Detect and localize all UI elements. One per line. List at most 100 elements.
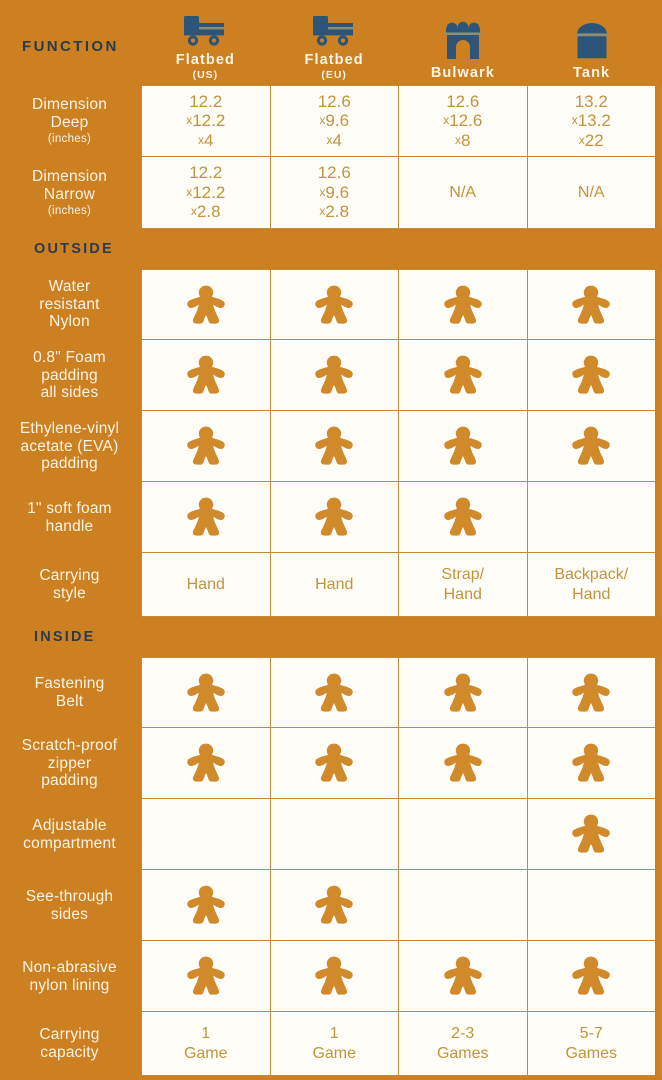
- section-header-inside: INSIDE: [0, 617, 662, 657]
- cell-value-line: Game: [183, 1044, 228, 1062]
- cell-value-line: Hand: [315, 575, 354, 593]
- row-label: Carrying capacity: [0, 1012, 141, 1076]
- table-cell: [270, 799, 399, 870]
- table-cell: 12.6 x9.6 x2.8: [270, 157, 399, 229]
- row-cells: [141, 799, 662, 870]
- meeple-icon: [186, 425, 226, 467]
- cell-dimensions: 12.6 x9.6 x2.8: [318, 163, 351, 221]
- meeple-icon: [187, 355, 225, 394]
- row-label-line: padding: [41, 366, 98, 384]
- table-cell: [142, 941, 271, 1012]
- meeple-icon: [314, 955, 354, 997]
- row-label: Ethylene-vinyl acetate (EVA) padding: [0, 411, 141, 482]
- cell-value: 1 Game: [184, 1024, 228, 1062]
- meeple-icon: [314, 884, 354, 926]
- meeple-icon: [187, 743, 225, 782]
- cell-value: 1 Game: [312, 1024, 356, 1062]
- meeple-icon: [571, 425, 611, 467]
- row-cells: [141, 340, 662, 411]
- table-row: Dimension Narrow (inches) 12.2 x12.2 x2.8 12.6…: [0, 157, 662, 229]
- meeple-icon: [571, 742, 611, 784]
- table-row: Carrying capacity 1 Game 1 Game 2-3 Games 5-7 Gam…: [0, 1012, 662, 1076]
- table-cell: [527, 728, 655, 799]
- table-cell: Hand: [270, 553, 399, 617]
- meeple-icon: [444, 426, 482, 465]
- cell-value: Strap/Hand: [441, 565, 484, 603]
- row-label-line: Carrying: [39, 1026, 100, 1044]
- meeple-icon: [315, 355, 353, 394]
- column-name: Tank: [573, 65, 611, 81]
- meeple-icon: [314, 496, 354, 538]
- row-label-unit: (inches): [47, 204, 92, 217]
- row-label: Water resistant Nylon: [0, 269, 141, 340]
- meeple-icon: [315, 885, 353, 924]
- meeple-icon: [186, 496, 226, 538]
- fortress-bulwark-icon: [442, 19, 484, 61]
- dimension-length: 12.6: [317, 163, 351, 183]
- cell-value: 5-7 Games: [565, 1024, 617, 1062]
- dimension-width: x13.2: [571, 111, 611, 131]
- cell-dimensions: 12.6 x12.6 x8: [443, 92, 482, 150]
- row-label-line: Scratch-proof: [21, 736, 118, 754]
- tank-duffel-icon: [572, 19, 612, 61]
- table-row: Carrying style Hand Hand Strap/Hand Backpack/…: [0, 553, 662, 617]
- meeple-icon: [571, 813, 611, 855]
- table-cell: [399, 269, 528, 340]
- row-label: Adjustable compartment: [0, 799, 141, 870]
- table-cell: [142, 728, 271, 799]
- table-cell: 12.2 x12.2 x2.8: [142, 157, 271, 229]
- section-header-outside: OUTSIDE: [0, 229, 662, 269]
- table-cell: N/A: [527, 157, 655, 229]
- row-label-line: Deep: [50, 113, 89, 131]
- table-cell: [399, 482, 528, 553]
- flatbed-truck-icon: [184, 16, 225, 46]
- table-cell: 12.2 x12.2 x4: [142, 85, 271, 157]
- cell-value-line: Games: [436, 1044, 489, 1062]
- meeple-icon: [444, 956, 482, 995]
- row-label-line: padding: [41, 455, 98, 473]
- row-label: 0.8" Foam padding all sides: [0, 340, 141, 411]
- cell-value-line: Hand: [443, 585, 482, 603]
- row-label: Scratch-proof zipper padding: [0, 728, 141, 799]
- row-label-line: Narrow: [43, 185, 96, 203]
- row-label-line: Ethylene-vinyl: [19, 419, 120, 437]
- meeple-icon: [186, 672, 226, 714]
- header-column-1: Flatbed (US): [141, 6, 270, 85]
- flatbed-truck-icon: [313, 16, 354, 46]
- meeple-icon: [187, 956, 225, 995]
- flatbed-truck-icon: [182, 6, 228, 48]
- cell-value-line: 1: [201, 1025, 211, 1043]
- column-name-sub: (EU): [321, 69, 347, 81]
- table-cell: [142, 482, 271, 553]
- row-cells: Hand Hand Strap/Hand Backpack/Hand: [141, 553, 662, 617]
- cell-value-line: 1: [329, 1025, 339, 1043]
- meeple-icon: [187, 426, 225, 465]
- cell-dimensions: 12.2 x12.2 x4: [186, 92, 225, 150]
- meeple-icon: [572, 673, 610, 712]
- row-label: Dimension Deep (inches): [0, 85, 141, 157]
- table-row: Scratch-proof zipper padding: [0, 728, 662, 799]
- table-cell: [399, 799, 528, 870]
- row-label-line: nylon lining: [29, 976, 110, 994]
- row-label-line: Belt: [55, 692, 84, 710]
- row-cells: 1 Game 1 Game 2-3 Games 5-7 Games: [141, 1012, 662, 1076]
- table-cell: [270, 482, 399, 553]
- row-label: Fastening Belt: [0, 657, 141, 728]
- table-row: Ethylene-vinyl acetate (EVA) padding: [0, 411, 662, 482]
- dimension-length: 12.6: [446, 91, 480, 111]
- table-cell: [142, 870, 271, 941]
- cell-value: Hand: [187, 575, 225, 594]
- meeple-icon: [571, 284, 611, 326]
- cell-value-line: Strap/: [441, 566, 485, 584]
- meeple-icon: [187, 285, 225, 324]
- column-name: Flatbed: [304, 52, 364, 68]
- meeple-icon: [572, 814, 610, 853]
- row-cells: 12.2 x12.2 x2.8 12.6 x9.6 x2.8 N/A N/A: [141, 157, 662, 229]
- meeple-icon: [187, 885, 225, 924]
- dimension-width: x12.2: [186, 182, 226, 202]
- meeple-icon: [443, 354, 483, 396]
- row-label-line: handle: [45, 517, 94, 535]
- dimension-length: 12.2: [189, 91, 223, 111]
- table-cell: 13.2 x13.2 x22: [527, 85, 655, 157]
- meeple-icon: [187, 497, 225, 536]
